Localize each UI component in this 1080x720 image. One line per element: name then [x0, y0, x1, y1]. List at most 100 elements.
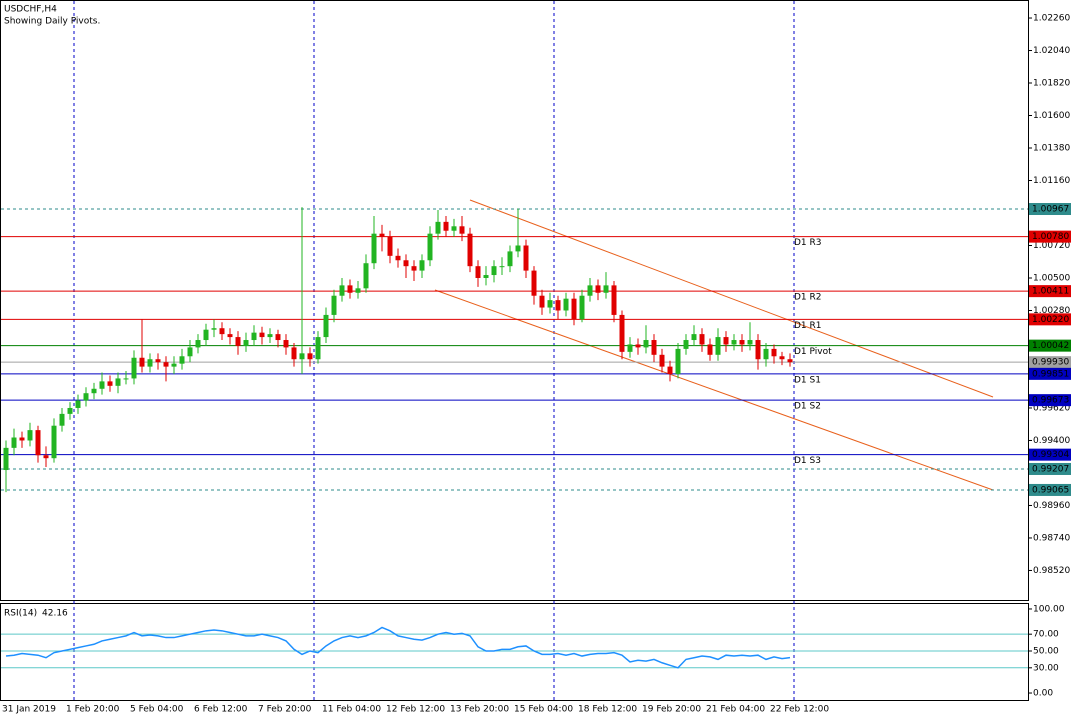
candle-body: [467, 233, 473, 267]
x-tick-label: 13 Feb 20:00: [450, 705, 509, 715]
candle-body: [235, 337, 241, 346]
x-tick-label: 11 Feb 04:00: [322, 705, 381, 715]
candle-body: [579, 295, 585, 320]
channel-lower: [434, 289, 994, 491]
y-tick-label: 0.98960: [1033, 501, 1070, 511]
y-tick-label: 0.99620: [1033, 403, 1070, 413]
price-tag: [1029, 285, 1071, 298]
x-tick-label: 1 Feb 20:00: [66, 705, 120, 715]
plot-layer: 1.02260 1.02040 1.01820 1.01600 1.01380 1.011…: [1, 14, 1071, 715]
candle-body: [779, 356, 785, 360]
y-tick-label: 1.02040: [1033, 46, 1070, 56]
candle-body: [555, 300, 561, 311]
candle-body: [187, 347, 193, 357]
candle-body: [51, 425, 57, 459]
candle-body: [67, 407, 73, 414]
candle-body: [667, 366, 673, 375]
candle-body: [259, 332, 265, 338]
candle-body: [763, 348, 769, 360]
candle-body: [587, 285, 593, 296]
candle-body: [35, 430, 41, 456]
price-tag: [1029, 394, 1071, 407]
candle-body: [171, 363, 177, 367]
rsi-tick-label: 30.00: [1033, 663, 1059, 673]
price-tag: [1029, 367, 1071, 380]
candle-body: [403, 260, 409, 267]
price-tag-label: 1.00780: [1032, 232, 1069, 242]
x-tick-label: 19 Feb 20:00: [642, 705, 701, 715]
price-tag-label: 0.99065: [1032, 485, 1069, 495]
candle-body: [363, 263, 369, 289]
price-tag-label: 0.99851: [1032, 369, 1069, 379]
candle-body: [155, 359, 161, 363]
candle-body: [243, 340, 249, 346]
candle-body: [395, 255, 401, 261]
candle-body: [563, 298, 569, 311]
candle-body: [651, 340, 657, 355]
rsi-tick-label: 70.00: [1033, 630, 1059, 640]
rsi-value: 42.16: [42, 609, 68, 619]
candle-body: [315, 337, 321, 360]
candle-body: [715, 337, 721, 355]
price-tag: [1029, 462, 1071, 475]
candle-body: [475, 266, 481, 278]
period-separators: [73, 1, 795, 700]
candle-body: [227, 334, 233, 338]
x-tick-label: 18 Feb 12:00: [578, 705, 637, 715]
candle-body: [163, 362, 169, 367]
candle-body: [771, 348, 777, 357]
price-tag: [1029, 203, 1071, 216]
price-tag: [1029, 339, 1071, 352]
candle-body: [451, 226, 457, 231]
candle-body: [195, 340, 201, 348]
candle-body: [643, 340, 649, 348]
candle-body: [611, 285, 617, 315]
candle-body: [691, 334, 697, 341]
candle-body: [595, 285, 601, 293]
price-tag-label: 1.00967: [1032, 205, 1069, 215]
candle-body: [731, 340, 737, 345]
price-tag: [1029, 313, 1071, 326]
candle-body: [291, 347, 297, 360]
price-tag-label: 0.99304: [1032, 450, 1069, 460]
candle-body: [747, 340, 753, 345]
candle-body: [275, 334, 281, 341]
price-tag-label: 0.99930: [1032, 358, 1069, 368]
candle-body: [523, 245, 529, 271]
candle-body: [339, 285, 345, 296]
candle-body: [307, 353, 313, 360]
x-tick-label: 6 Feb 12:00: [194, 705, 248, 715]
candle-body: [419, 260, 425, 271]
candle-body: [179, 356, 185, 364]
candle-body: [547, 300, 553, 308]
candle-body: [499, 266, 505, 268]
x-tick-label: 22 Feb 12:00: [770, 705, 829, 715]
candle-body: [75, 400, 81, 408]
x-tick-label: 31 Jan 2019: [2, 705, 56, 715]
price-tag-label: 1.00220: [1032, 315, 1069, 325]
x-tick-label: 7 Feb 20:00: [258, 705, 312, 715]
candle-body: [483, 275, 489, 278]
candle-body: [435, 221, 441, 234]
chart-subtitle: Showing Daily Pivots.: [4, 17, 100, 27]
candle-body: [627, 344, 633, 352]
candle-body: [531, 270, 537, 296]
candle-body: [371, 233, 377, 264]
price-tag: [1029, 448, 1071, 461]
price-tag-label: 1.00411: [1032, 287, 1069, 297]
pivot-name: D1 R1: [794, 321, 822, 331]
x-tick-label: 15 Feb 04:00: [514, 705, 573, 715]
candle-body: [331, 295, 337, 315]
candle-body: [659, 354, 665, 367]
candle-body: [251, 332, 257, 341]
candle-body: [379, 233, 385, 237]
candle-body: [83, 393, 89, 401]
y-tick-label: 0.98520: [1033, 566, 1070, 576]
candle-body: [755, 340, 761, 360]
price-tag-label: 0.99207: [1032, 464, 1069, 474]
candle-body: [19, 437, 25, 441]
y-tick-label: 1.01820: [1033, 79, 1070, 89]
candle-body: [707, 344, 713, 355]
candle-body: [787, 359, 793, 363]
